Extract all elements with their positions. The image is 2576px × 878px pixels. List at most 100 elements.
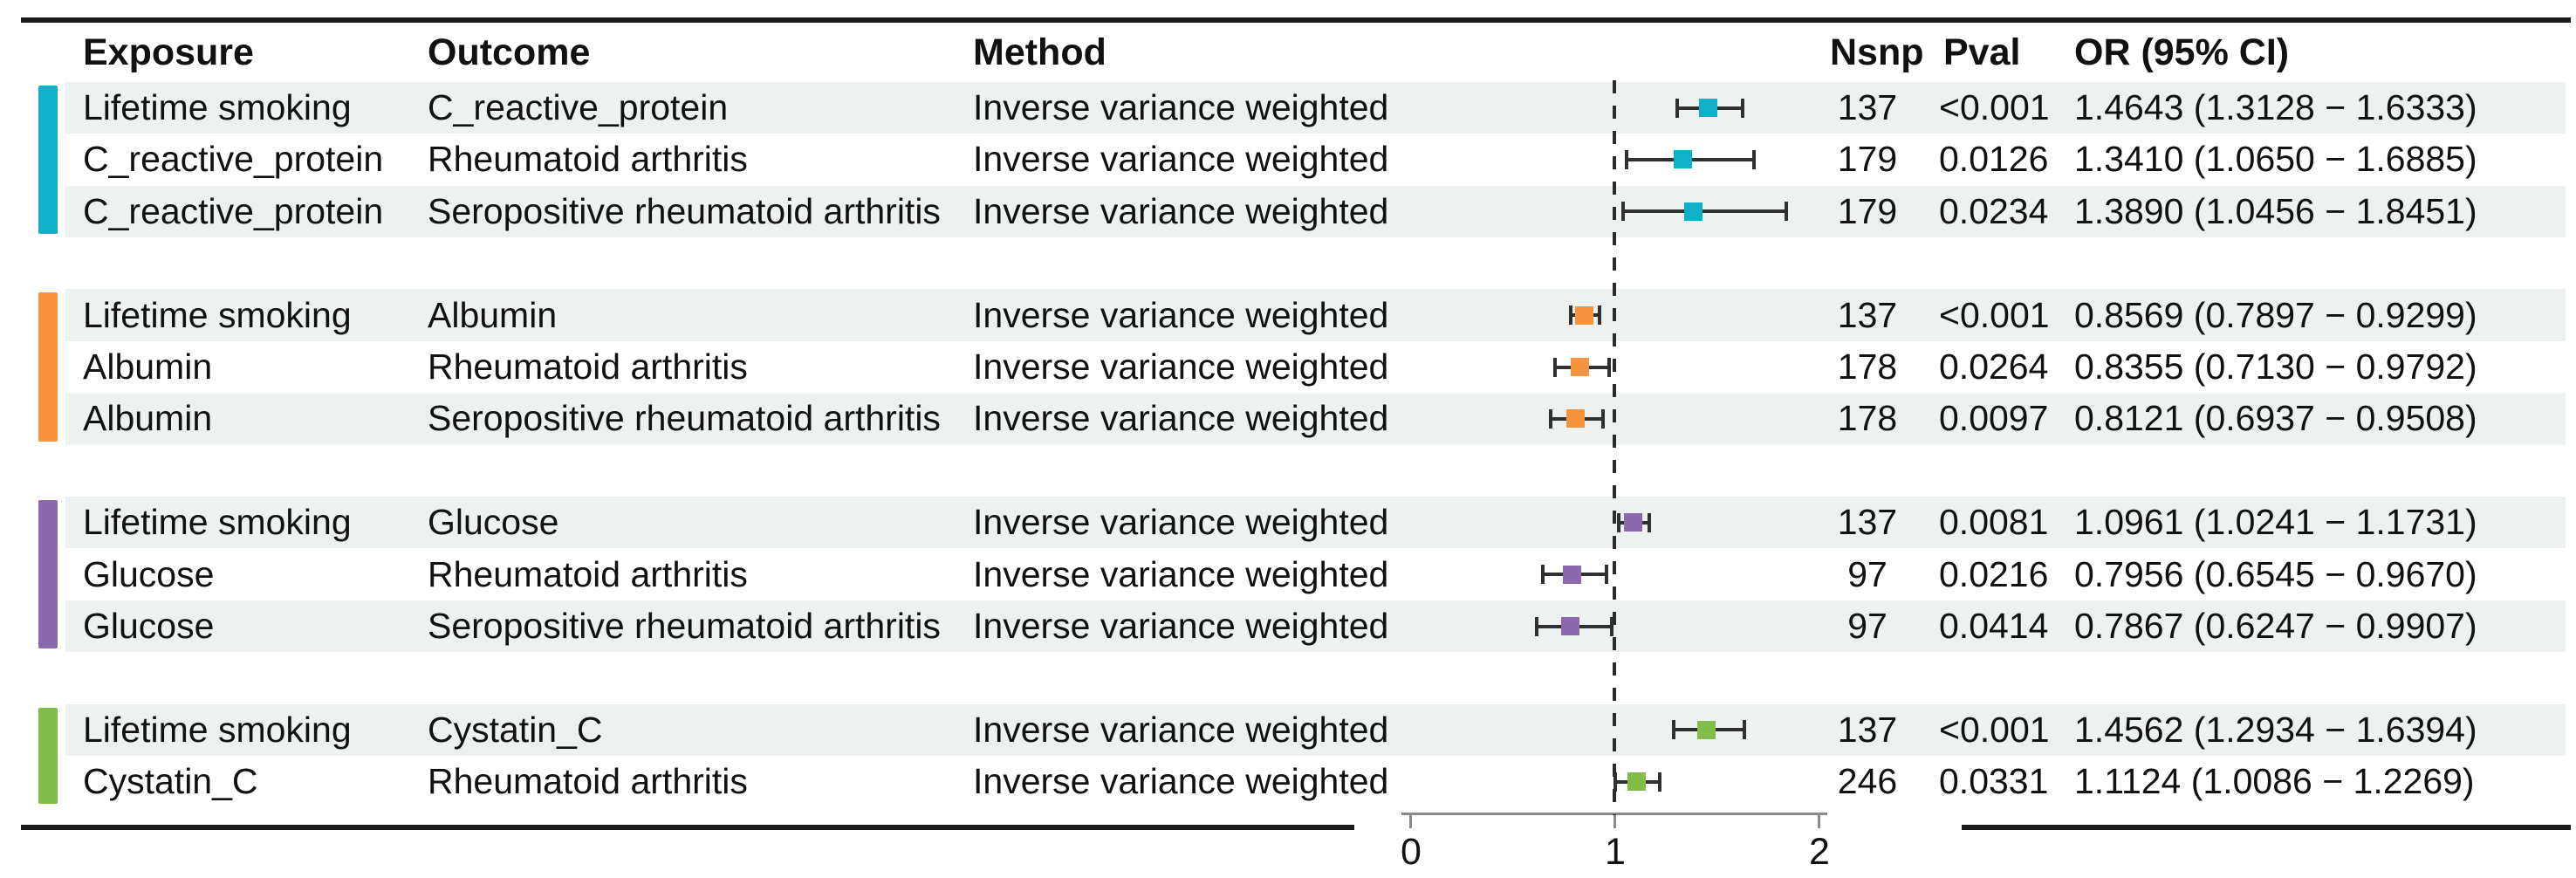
cell-pval: 0.0097 [1939, 398, 2049, 439]
cell-outcome: Albumin [428, 294, 558, 335]
ci-cap-low [1552, 357, 1557, 377]
group-color-bar-glucose [38, 500, 58, 649]
reference-line-or-1 [1613, 80, 1616, 815]
cell-or-ci: 0.8121 (0.6937 − 0.9508) [2074, 398, 2477, 439]
cell-outcome: Seropositive rheumatoid arthritis [428, 398, 941, 439]
cell-exposure: Lifetime smoking [83, 709, 352, 750]
ci-cap-high [1658, 772, 1662, 792]
x-axis-label-1: 1 [1605, 831, 1626, 873]
or-point-marker [1575, 305, 1593, 325]
group-color-bar-albumin [38, 292, 58, 442]
ci-cap-low [1625, 149, 1629, 169]
cell-or-ci: 1.3890 (1.0456 − 1.8451) [2074, 190, 2477, 231]
ci-cap-low [1616, 512, 1620, 532]
x-axis-label-0: 0 [1401, 831, 1422, 873]
cell-method: Inverse variance weighted [973, 139, 1389, 180]
column-header-or-ci: OR (95% CI) [2074, 31, 2290, 73]
ci-cap-low [1535, 616, 1539, 636]
cell-nsnp: 97 [1847, 605, 1887, 646]
cell-outcome: Seropositive rheumatoid arthritis [428, 190, 941, 231]
ci-cap-low [1568, 305, 1572, 326]
cell-outcome: Seropositive rheumatoid arthritis [428, 605, 941, 646]
column-header-nsnp: Nsnp [1830, 31, 1924, 73]
or-point-marker [1565, 409, 1585, 429]
cell-nsnp: 179 [1837, 139, 1898, 180]
top-border-line [21, 17, 2571, 23]
ci-cap-low [1620, 202, 1625, 222]
cell-exposure: Glucose [83, 605, 215, 646]
column-header-exposure: Exposure [83, 31, 254, 73]
cell-exposure: C_reactive_protein [83, 139, 384, 180]
cell-or-ci: 1.4562 (1.2934 − 1.6394) [2074, 709, 2477, 750]
x-axis-tick-0 [1409, 813, 1412, 828]
ci-cap-low [1613, 772, 1617, 792]
cell-outcome: Rheumatoid arthritis [428, 553, 748, 594]
or-point-marker [1571, 358, 1589, 376]
cell-method: Inverse variance weighted [973, 86, 1389, 127]
cell-exposure: C_reactive_protein [83, 190, 384, 231]
cell-exposure: Albumin [83, 398, 213, 439]
cell-nsnp: 137 [1837, 709, 1898, 750]
cell-nsnp: 179 [1837, 190, 1898, 231]
row-shading [65, 497, 2566, 549]
cell-outcome: Rheumatoid arthritis [428, 761, 748, 802]
ci-cap-high [1609, 616, 1613, 636]
ci-cap-high [1607, 357, 1612, 377]
ci-cap-low [1541, 565, 1545, 585]
ci-cap-high [1647, 512, 1651, 532]
ci-cap-low [1549, 408, 1553, 429]
x-axis-label-2: 2 [1809, 831, 1830, 873]
x-axis-tick-2 [1818, 813, 1820, 828]
column-header-outcome: Outcome [428, 31, 591, 73]
or-point-marker [1683, 202, 1702, 221]
column-header-method: Method [973, 31, 1106, 73]
ci-cap-high [1752, 149, 1757, 169]
cell-method: Inverse variance weighted [973, 502, 1389, 543]
cell-outcome: Rheumatoid arthritis [428, 346, 748, 387]
cell-or-ci: 1.1124 (1.0086 − 1.2269) [2074, 761, 2475, 802]
ci-cap-high [1741, 98, 1745, 118]
row-shading [65, 393, 2566, 445]
ci-cap-low [1675, 98, 1680, 118]
cell-method: Inverse variance weighted [973, 398, 1389, 439]
cell-pval: 0.0331 [1939, 761, 2049, 802]
row-shading [65, 289, 2566, 341]
cell-method: Inverse variance weighted [973, 190, 1389, 231]
cell-pval: 0.0126 [1939, 139, 2049, 180]
group-color-bar-cystatin-c [38, 707, 58, 805]
cell-pval: 0.0216 [1939, 553, 2049, 594]
cell-exposure: Albumin [83, 346, 213, 387]
cell-method: Inverse variance weighted [973, 761, 1389, 802]
cell-nsnp: 178 [1837, 398, 1898, 439]
ci-cap-high [1742, 720, 1746, 740]
ci-cap-high [1601, 408, 1606, 429]
or-point-marker [1674, 150, 1693, 169]
cell-exposure: Cystatin_C [83, 761, 258, 802]
ci-cap-high [1597, 305, 1601, 326]
cell-exposure: Lifetime smoking [83, 294, 352, 335]
ci-cap-high [1784, 202, 1788, 222]
cell-or-ci: 0.7956 (0.6545 − 0.9670) [2074, 553, 2477, 594]
cell-pval: <0.001 [1939, 86, 2050, 127]
cell-or-ci: 0.8355 (0.7130 − 0.9792) [2074, 346, 2477, 387]
cell-method: Inverse variance weighted [973, 709, 1389, 750]
cell-nsnp: 178 [1837, 346, 1898, 387]
row-shading [65, 600, 2566, 653]
cell-or-ci: 0.8569 (0.7897 − 0.9299) [2074, 294, 2477, 335]
cell-method: Inverse variance weighted [973, 346, 1389, 387]
cell-or-ci: 0.7867 (0.6247 − 0.9907) [2074, 605, 2477, 646]
bottom-border-line-right [1962, 825, 2571, 830]
cell-or-ci: 1.3410 (1.0650 − 1.6885) [2074, 139, 2477, 180]
cell-method: Inverse variance weighted [973, 553, 1389, 594]
ci-line [1622, 209, 1786, 214]
cell-pval: 0.0414 [1939, 605, 2049, 646]
cell-exposure: Glucose [83, 553, 215, 594]
cell-pval: 0.0264 [1939, 346, 2049, 387]
ci-cap-low [1671, 720, 1675, 740]
cell-outcome: Rheumatoid arthritis [428, 139, 748, 180]
cell-pval: 0.0081 [1939, 502, 2049, 543]
ci-cap-high [1605, 565, 1609, 585]
cell-nsnp: 97 [1847, 553, 1887, 594]
x-axis-tick-1 [1613, 813, 1616, 828]
